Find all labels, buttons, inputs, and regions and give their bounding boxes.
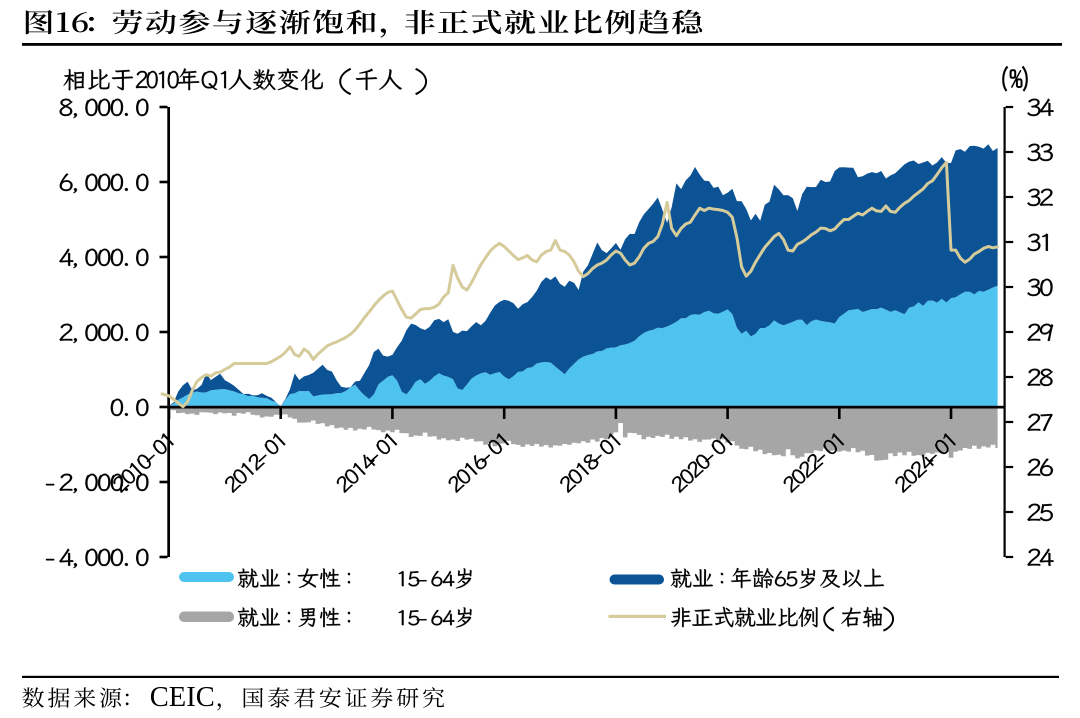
svg-text:CEIC: CEIC bbox=[150, 682, 215, 713]
